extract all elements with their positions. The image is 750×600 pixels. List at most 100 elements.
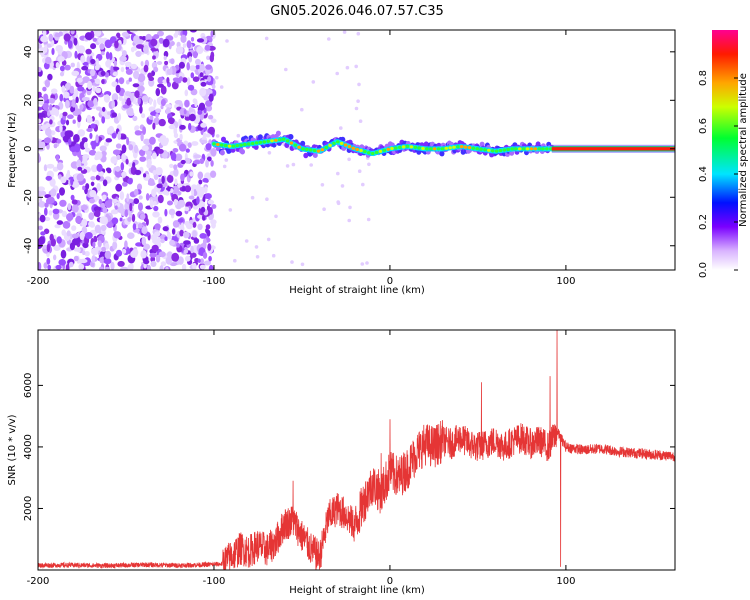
noise-speckle — [82, 185, 86, 191]
noise-speckle — [146, 264, 152, 270]
noise-speckle — [202, 178, 209, 183]
trace-core — [386, 147, 391, 151]
noise-speckle — [55, 264, 62, 270]
noise-speckle — [80, 55, 86, 64]
noise-speckle — [143, 64, 149, 73]
noise-speckle — [52, 208, 60, 215]
noise-speckle — [74, 143, 81, 153]
noise-speckle — [174, 100, 183, 105]
noise-speckle — [197, 171, 204, 180]
noise-speckle — [56, 236, 62, 244]
noise-speckle — [189, 113, 196, 122]
noise-speckle — [114, 40, 119, 49]
noise-speckle — [71, 233, 79, 239]
noise-speckle — [125, 158, 129, 165]
noise-speckle — [121, 135, 127, 140]
noise-speckle — [102, 106, 106, 112]
noise-speckle — [112, 71, 119, 77]
noise-speckle — [185, 255, 191, 262]
noise-speckle — [43, 93, 49, 101]
noise-speckle — [179, 124, 186, 130]
noise-speckle — [120, 266, 129, 270]
noise-speckle — [170, 152, 177, 161]
noise-speckle — [180, 34, 187, 43]
noise-speckle — [192, 76, 200, 82]
noise-speckle — [59, 187, 65, 196]
noise-speckle — [184, 157, 191, 164]
noise-speckle — [205, 159, 209, 168]
noise-speckle — [77, 114, 82, 123]
noise-speckle — [120, 162, 125, 171]
trace-core — [432, 147, 437, 151]
noise-speckle — [73, 255, 79, 262]
trace-core — [444, 146, 449, 150]
noise-speckle — [199, 233, 207, 239]
noise-speckle — [153, 34, 160, 40]
noise-speckle — [157, 83, 164, 88]
noise-speckle — [139, 87, 143, 97]
noise-speckle — [164, 60, 169, 66]
noise-speckle — [174, 178, 178, 186]
noise-speckle — [48, 210, 53, 216]
noise-speckle — [264, 36, 269, 41]
noise-speckle — [95, 134, 99, 143]
noise-speckle — [204, 44, 211, 51]
noise-speckle — [115, 165, 121, 172]
trace-core — [324, 145, 329, 150]
noise-speckle — [121, 171, 127, 178]
noise-speckle — [356, 99, 360, 103]
noise-speckle — [198, 102, 206, 111]
noise-speckle — [59, 71, 65, 77]
noise-speckle — [61, 210, 68, 218]
noise-speckle — [136, 39, 144, 45]
noise-speckle — [95, 106, 102, 111]
noise-speckle — [90, 176, 96, 181]
noise-speckle — [124, 240, 128, 250]
noise-speckle — [116, 154, 121, 160]
noise-speckle — [38, 112, 46, 118]
noise-speckle — [143, 259, 150, 265]
trace-core — [525, 147, 530, 151]
noise-speckle — [164, 236, 168, 241]
noise-speckle — [255, 254, 260, 259]
noise-speckle — [207, 199, 215, 205]
noise-speckle — [164, 191, 170, 196]
noise-speckle — [38, 106, 43, 111]
noise-speckle — [77, 86, 85, 92]
noise-speckle — [339, 126, 343, 130]
noise-speckle — [336, 200, 341, 204]
noise-speckle — [124, 209, 129, 218]
x-tick-label: 100 — [556, 576, 575, 587]
noise-speckle — [189, 219, 194, 224]
noise-speckle — [153, 66, 159, 73]
noise-speckle — [121, 31, 130, 37]
noise-speckle — [60, 249, 67, 259]
noise-speckle — [158, 178, 162, 185]
noise-speckle — [139, 105, 143, 114]
noise-speckle — [66, 169, 71, 177]
trace-core — [398, 145, 402, 149]
noise-speckle — [71, 199, 78, 205]
snr-frame — [37, 329, 676, 571]
noise-speckle — [99, 266, 104, 270]
trace-core — [293, 143, 298, 147]
noise-speckle — [105, 138, 113, 143]
noise-speckle — [115, 183, 123, 192]
noise-speckle — [130, 94, 134, 102]
noise-speckle — [141, 226, 148, 235]
noise-speckle — [45, 56, 52, 65]
spectrogram-marks — [38, 30, 675, 270]
noise-speckle — [215, 134, 220, 138]
trace-core — [541, 147, 545, 151]
noise-speckle — [116, 32, 121, 39]
noise-speckle — [94, 64, 100, 71]
noise-speckle — [208, 264, 214, 270]
trace-core — [351, 146, 356, 150]
noise-speckle — [84, 32, 93, 41]
noise-speckle — [168, 43, 172, 50]
snr-y-axis-label: SNR (10 * v/v) — [7, 414, 18, 485]
noise-speckle — [202, 132, 207, 140]
noise-speckle — [366, 217, 371, 222]
noise-speckle — [104, 266, 110, 270]
